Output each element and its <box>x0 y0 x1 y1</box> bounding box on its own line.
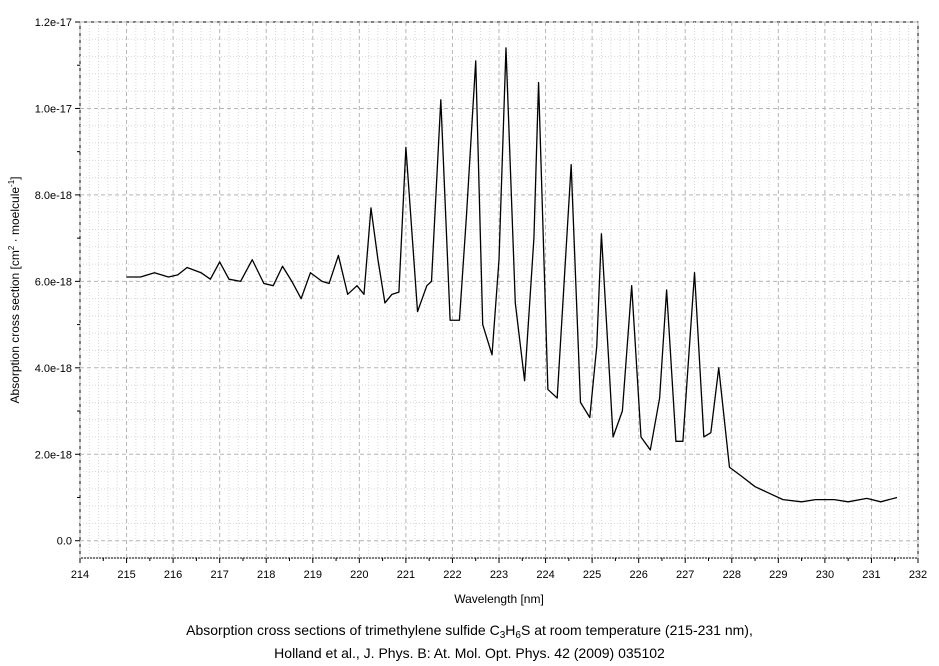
caption-subscript: 6 <box>515 630 521 641</box>
x-tick-label: 230 <box>816 569 834 581</box>
caption-text: S at room temperature (215-231 nm), <box>520 622 753 638</box>
x-tick-label: 215 <box>117 569 135 581</box>
y-axis-title-superscript: 2 <box>7 245 16 250</box>
x-tick-label: 219 <box>304 569 322 581</box>
y-tick-label: 2.0e-18 <box>35 449 72 461</box>
x-tick-label: 225 <box>583 569 601 581</box>
x-tick-label: 232 <box>909 569 927 581</box>
y-axis-title-part: Absorption cross section [cm <box>8 250 22 403</box>
chart-caption-line-2: Holland et al., J. Phys. B: At. Mol. Opt… <box>274 645 665 661</box>
x-tick-label: 226 <box>629 569 647 581</box>
caption-subscript: 3 <box>499 630 506 641</box>
y-axis-title-part: ] <box>8 176 22 179</box>
grid-lines <box>79 21 919 559</box>
x-tick-label: 228 <box>723 569 741 581</box>
x-tick-label: 214 <box>71 569 89 581</box>
x-tick-label: 216 <box>164 569 182 581</box>
x-axis-title: Wavelength [nm] <box>454 592 544 606</box>
x-tick-label: 227 <box>676 569 694 581</box>
x-tick-label: 218 <box>257 569 275 581</box>
x-tick-label: 224 <box>536 569 554 581</box>
caption-text: Absorption cross sections of trimethylen… <box>186 622 500 638</box>
y-axis-title-superscript: -1 <box>7 179 16 187</box>
y-tick-label: 4.0e-18 <box>35 363 72 375</box>
x-tick-label: 223 <box>490 569 508 581</box>
y-tick-label: 0.0 <box>57 536 72 548</box>
x-tick-label: 217 <box>210 569 228 581</box>
y-axis-title-part: · moelcule <box>8 187 22 246</box>
y-tick-label: 8.0e-18 <box>35 190 72 202</box>
x-tick-label: 229 <box>769 569 787 581</box>
y-tick-label: 6.0e-18 <box>35 276 72 288</box>
caption-text: H <box>505 622 516 638</box>
y-axis-title: Absorption cross section [cm2 · moelcule… <box>7 176 22 403</box>
x-tick-label: 231 <box>862 569 880 581</box>
chart-area: 214 215 216 217 218 219 220 221 222 223 224 225 226 2… <box>7 17 927 606</box>
y-tick-label: 1.0e-17 <box>35 103 72 115</box>
y-axis: 0.0 2.0e-18 4.0e-18 6.0e-18 8.0e-18 1.0e-17 1.… <box>35 17 80 548</box>
x-tick-label: 222 <box>443 569 461 581</box>
chart-caption-line-1: Absorption cross sections of trimethylen… <box>0 622 939 641</box>
x-tick-label: 221 <box>397 569 415 581</box>
x-axis: 214 215 216 217 218 219 220 221 222 223 224 225 226 2… <box>71 558 927 581</box>
x-tick-label: 220 <box>350 569 368 581</box>
series-line <box>126 47 898 503</box>
y-tick-label: 1.2e-17 <box>35 17 72 29</box>
